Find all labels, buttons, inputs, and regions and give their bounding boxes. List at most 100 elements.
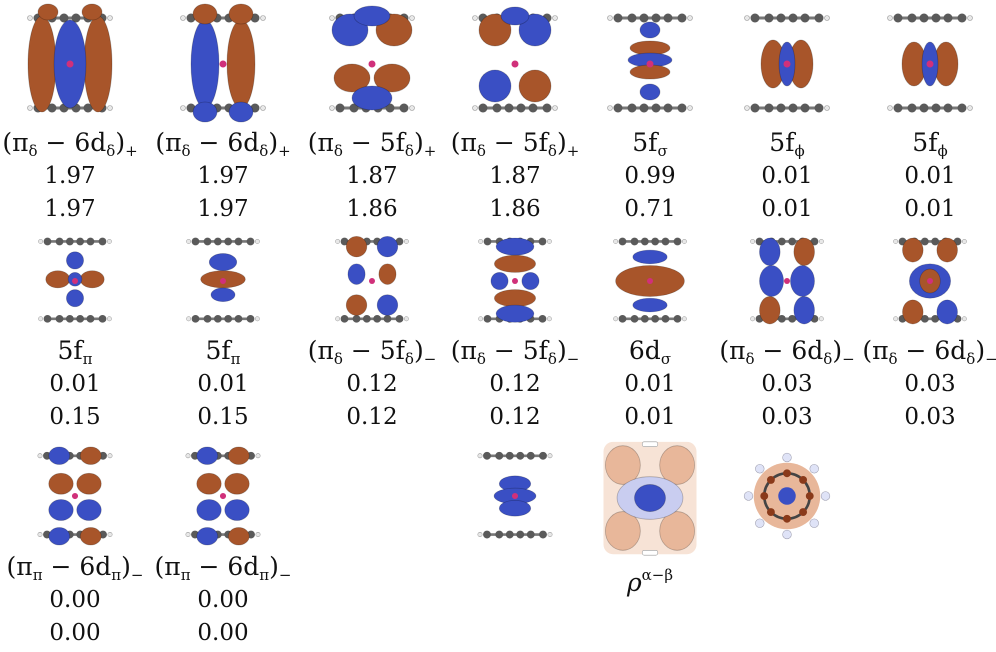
negative-lobe <box>76 472 102 495</box>
carbon-atom <box>931 13 941 23</box>
negative-lobe <box>494 254 536 273</box>
metal-atom <box>783 277 791 285</box>
hydrogen-atom <box>185 453 191 459</box>
negative-lobe <box>478 13 512 47</box>
hydrogen-atom <box>186 239 192 244</box>
carbon-atom <box>661 314 670 323</box>
orbital-label: (πδ − 5fδ)− <box>307 336 437 368</box>
carbon-atom <box>43 451 51 460</box>
carbon-atom <box>65 314 74 323</box>
metal-atom <box>219 492 227 500</box>
carbon-atom <box>47 103 57 113</box>
carbon-atom <box>191 451 199 460</box>
orbital-cell: (πδ − 6dδ)+ 1.97 1.97 <box>0 0 140 226</box>
hydrogen-atom <box>887 15 893 21</box>
negative-lobe <box>83 15 113 113</box>
negative-lobe <box>27 15 57 113</box>
hydrogen-atom <box>967 15 973 21</box>
hydrogen-atom <box>409 15 415 21</box>
orbital-label: (πδ − 5fδ)− <box>450 336 580 368</box>
occupation-1: 1.97 <box>44 163 96 189</box>
positive-lobe <box>228 101 254 123</box>
negative-lobe <box>228 3 254 25</box>
orbital-cell: (πδ − 5fδ)+ 1.87 1.86 <box>445 0 585 226</box>
carbon-atom <box>640 237 649 246</box>
orbital-label: (ππ − 6dπ)− <box>6 552 144 584</box>
positive-lobe <box>208 253 238 272</box>
carbon-atom <box>483 314 492 323</box>
carbon-atom <box>651 314 660 323</box>
metal-atom <box>926 277 934 285</box>
positive-lobe <box>210 287 236 302</box>
orbital-isosurface-image <box>887 13 973 113</box>
hydrogen-density <box>755 518 765 528</box>
hydrogen-atom <box>750 239 756 244</box>
hydrogen-density <box>743 491 754 501</box>
negative-lobe <box>345 294 368 316</box>
negative-lobe <box>79 446 102 465</box>
carbon-atom <box>86 237 95 246</box>
orbital-isosurface-image <box>478 237 552 323</box>
occupation-2: 0.15 <box>49 404 101 430</box>
carbon-atom <box>800 13 810 23</box>
negative-lobe <box>81 3 103 21</box>
orbital-isosurface-image <box>180 3 266 123</box>
metal-atom <box>926 60 934 68</box>
carbon-atom <box>677 103 687 113</box>
metal-atom <box>511 60 519 68</box>
density-node <box>641 550 659 556</box>
positive-lobe <box>634 484 666 512</box>
occupation-1: 0.01 <box>197 371 249 397</box>
orbital-isosurface-image <box>893 237 967 325</box>
orbital-label: (ππ − 6dπ)− <box>154 552 292 584</box>
positive-lobe <box>632 297 668 313</box>
hydrogen-atom <box>478 316 484 322</box>
carbon-atom <box>783 469 791 478</box>
carbon-atom <box>59 13 69 23</box>
carbon-atom <box>516 530 525 539</box>
carbon-atom <box>750 103 760 113</box>
negative-lobe <box>373 63 411 93</box>
carbon-atom <box>618 237 627 246</box>
orbital-cell: (ππ − 6dπ)− 0.00 0.00 <box>5 440 145 650</box>
carbon-atom <box>213 314 222 323</box>
orbital-cell <box>717 440 857 552</box>
carbon-atom <box>907 103 917 113</box>
carbon-atom <box>651 13 661 23</box>
carbon-atom <box>340 237 349 246</box>
positive-lobe <box>500 6 530 26</box>
carbon-atom <box>335 103 345 113</box>
negative-lobe <box>494 289 536 308</box>
carbon-atom <box>893 103 903 113</box>
positive-lobe <box>76 499 102 521</box>
orbital-isosurface-image <box>477 451 553 539</box>
carbon-atom <box>630 314 639 323</box>
carbon-atom <box>788 237 797 246</box>
metal-atom <box>646 60 654 68</box>
negative-lobe <box>192 3 218 25</box>
carbon-atom <box>920 237 929 246</box>
hydrogen-atom <box>961 239 967 244</box>
hydrogen-atom <box>27 105 33 111</box>
orbital-isosurface-image <box>472 6 558 113</box>
carbon-atom <box>627 13 637 23</box>
positive-lobe <box>759 265 784 297</box>
orbital-label: (πδ − 6dδ)+ <box>2 128 138 160</box>
carbon-atom <box>203 237 212 246</box>
occupation-2: 1.86 <box>489 196 541 222</box>
positive-lobe <box>66 251 84 270</box>
hydrogen-atom <box>255 532 261 537</box>
carbon-atom <box>246 237 255 246</box>
negative-lobe <box>378 263 397 285</box>
negative-lobe <box>759 296 781 325</box>
carbon-atom <box>516 451 525 460</box>
carbon-atom <box>538 314 547 323</box>
carbon-atom <box>788 103 798 113</box>
carbon-atom <box>224 237 233 246</box>
hydrogen-density <box>809 518 819 528</box>
orbital-label: (πδ − 6dδ)− <box>719 336 855 368</box>
orbital-cell: (πδ − 5fδ)+ 1.87 1.86 <box>302 0 442 226</box>
hydrogen-atom <box>961 316 967 322</box>
hydrogen-atom <box>403 316 409 322</box>
